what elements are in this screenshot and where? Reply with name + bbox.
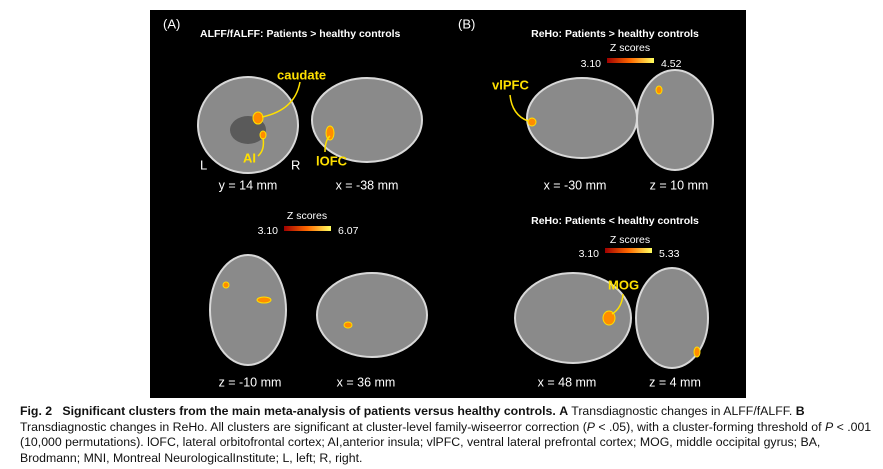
label: vlPFC [492,77,529,92]
leader-line [611,293,624,315]
brain-slice [311,77,423,163]
label: lOFC [316,153,348,168]
brain-slice [526,77,638,159]
panel-title: ReHo: Patients < healthy controls [531,215,699,227]
slice-label: x = -30 mm [544,178,607,192]
colorbar-min: 3.10 [579,248,600,260]
brain-slice [209,254,287,366]
caption-part: B [795,404,805,418]
label: L [200,157,207,172]
label: caudate [277,67,326,82]
cluster [693,346,701,358]
label: AI [243,150,256,165]
caption: Fig. 2 Significant clusters from the mai… [20,404,880,466]
colorbar-title: Z scores [287,210,327,222]
caption-text: < .001 (10,000 permutations). lOFC, late… [20,419,872,465]
slice-label: x = -38 mm [336,178,399,192]
cluster [252,111,264,125]
panel-letter: (B) [458,16,475,31]
brain-slice [636,69,714,171]
slice-label: z = 4 mm [649,375,701,389]
cluster [256,296,272,304]
leader-line [257,137,265,157]
figure: (A) ALFF/fALFF: Patients > healthy contr… [150,10,746,398]
slice-label: y = 14 mm [219,178,278,192]
colorbar-title: Z scores [610,42,650,54]
cluster [602,310,616,326]
cluster [259,130,267,140]
colorbar-title: Z scores [610,234,650,246]
colorbar-max: 6.07 [338,225,359,237]
caption-title: Significant clusters from the main meta-… [62,404,556,418]
cluster [325,125,335,141]
brain-slice [514,272,632,364]
colorbar-min: 3.10 [581,58,602,70]
caption-text: Transdiagnostic changes in ALFF/fALFF. [568,404,793,418]
panel-title: ReHo: Patients > healthy controls [531,28,699,40]
leader-line [509,94,529,122]
leader-line [324,135,331,153]
caption-text: Transdiagnostic changes in ReHo. All clu… [20,419,587,434]
caption-part: A [559,404,569,418]
leader-line [261,81,301,118]
caption-label: Fig. 2 [20,404,53,418]
slice-label: z = 10 mm [650,178,709,192]
slice-label: x = 48 mm [538,375,597,389]
slice-label: x = 36 mm [337,375,396,389]
cluster [222,281,230,289]
cluster [655,85,663,95]
caption-symbol: P [586,419,595,434]
cluster [343,321,353,329]
cluster [527,117,537,127]
panel-title: ALFF/fALFF: Patients > healthy controls [200,28,401,40]
panel-letter: (A) [163,16,180,31]
colorbar [605,248,652,253]
label: R [291,157,300,172]
colorbar-min: 3.10 [258,225,279,237]
brain-slice [316,272,428,358]
caption-text: < .05), with a cluster-forming threshold… [595,419,825,434]
caption-symbol: P [824,419,834,434]
colorbar-max: 5.33 [659,248,680,260]
colorbar-max: 4.52 [661,58,682,70]
colorbar [607,58,654,63]
brain-slice [635,267,709,369]
colorbar [284,226,331,231]
label: MOG [608,277,639,292]
slice-label: z = -10 mm [219,375,282,389]
